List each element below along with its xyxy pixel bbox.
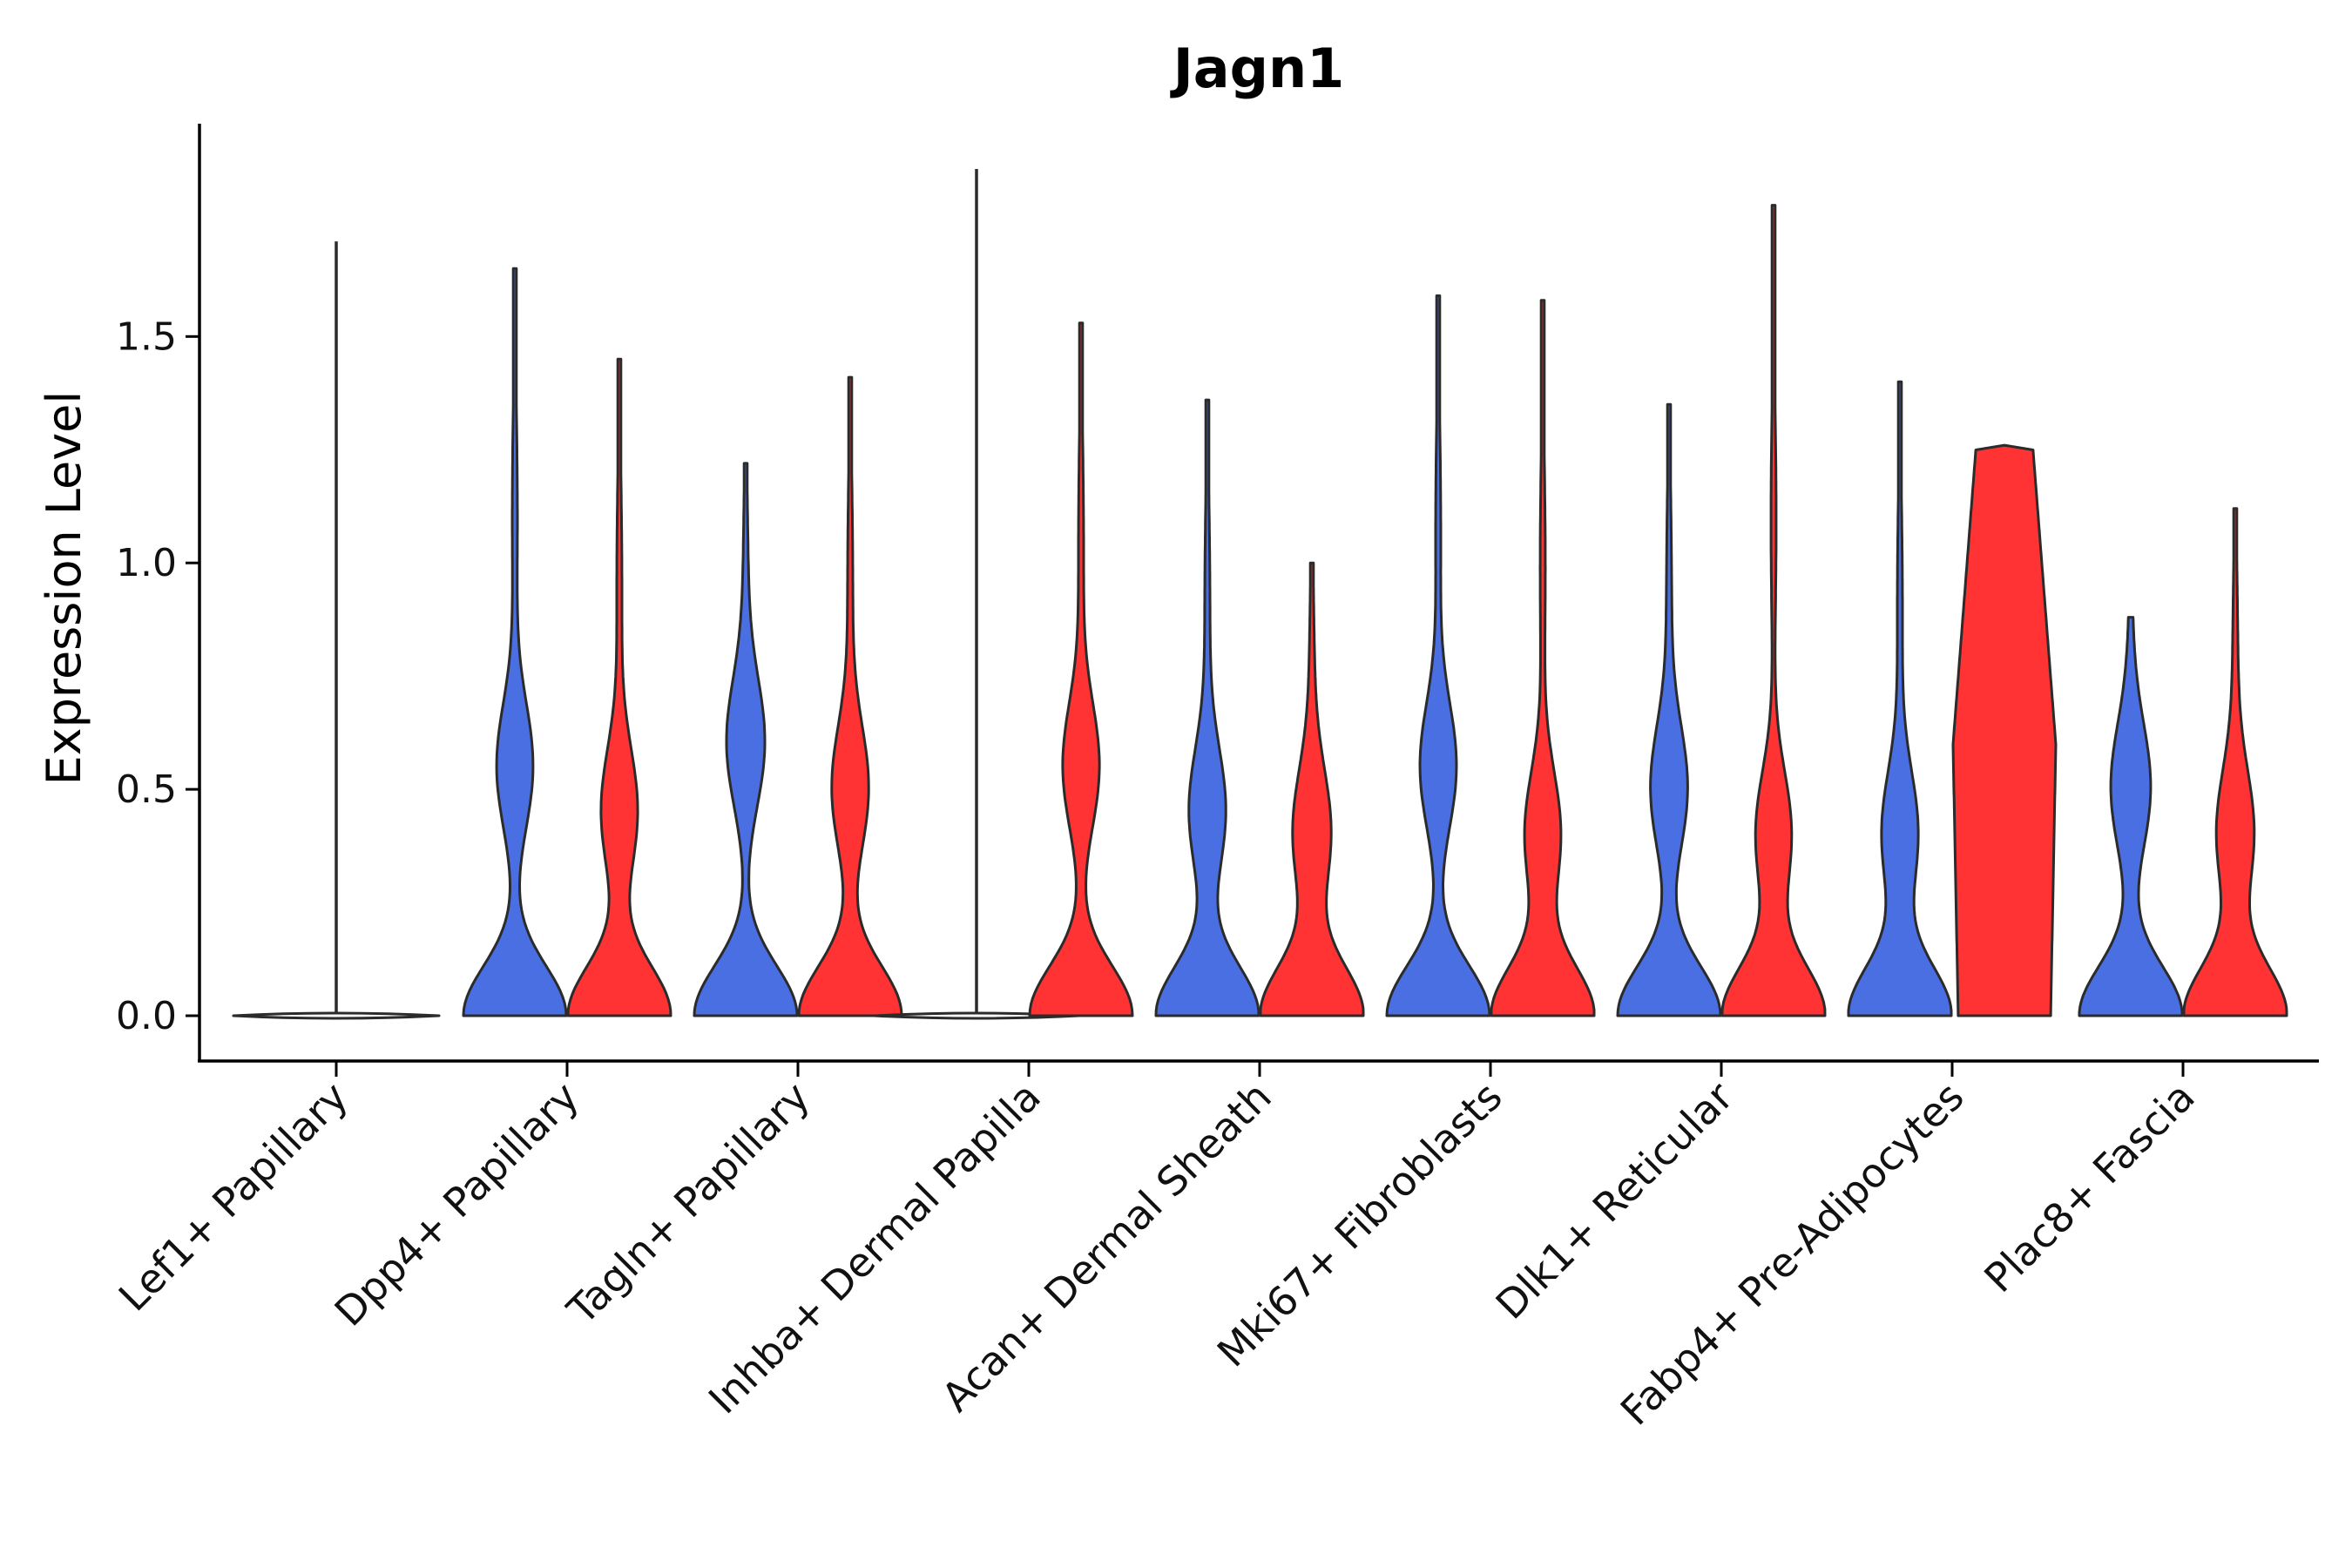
x-tick-label: Dpp4+ Papillary [326,1073,588,1335]
violin-shape [1847,380,1953,1017]
violin-shape [1028,321,1134,1017]
violin-shape [232,1011,441,1020]
violin-shape [797,375,903,1017]
violin-shape [566,357,672,1017]
x-tick-label: Dlk1+ Reticular [1487,1073,1742,1328]
violin-shape [2182,507,2288,1017]
violin-shape [1720,204,1827,1017]
violins-layer [232,168,2288,1020]
y-tick-label: 0.0 [116,994,177,1038]
x-tick-label: Plac8+ Fascia [1975,1073,2203,1301]
violin-shape [1616,402,1722,1017]
y-ticks: 0.0 0.5 1.0 1.5 [116,314,199,1038]
violin-shape [1951,443,2058,1017]
x-tick-label: Lef1+ Papillary [110,1073,357,1321]
x-tick-label: Tagln+ Papillary [558,1073,819,1335]
y-tick-label: 1.0 [116,541,177,585]
violin-shape [1154,398,1260,1017]
violin-shape [462,267,568,1017]
y-tick-label: 1.5 [116,314,177,359]
y-axis-label: Expression Level [37,391,91,786]
violin-shape [693,462,799,1017]
y-tick-label: 0.5 [116,767,177,812]
chart-title: Jagn1 [1170,37,1345,100]
violin-shape [2078,616,2184,1017]
violin-shape [1490,299,1596,1017]
violin-shape [1385,294,1491,1017]
violin-shape [1259,561,1365,1017]
